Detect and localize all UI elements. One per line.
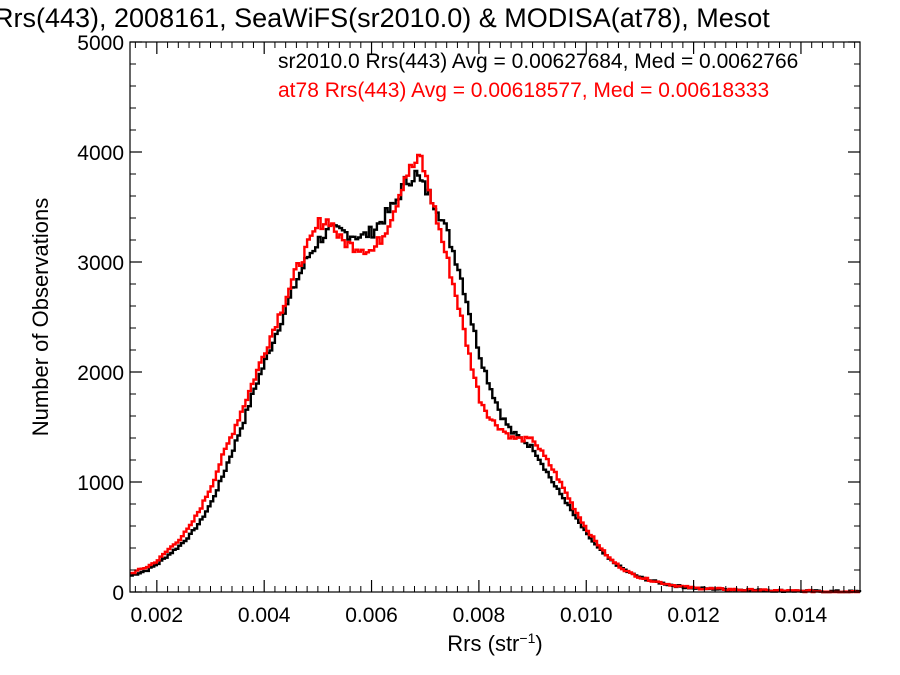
x-tick-label: 0.004 bbox=[238, 604, 291, 627]
y-axis-label: Number of Observations bbox=[28, 198, 53, 436]
plot-frame bbox=[129, 41, 861, 593]
chart-title: Rrs(443), 2008161, SeaWiFS(sr2010.0) & M… bbox=[0, 3, 770, 33]
y-tick-label: 3000 bbox=[77, 252, 124, 275]
x-tick-label: 0.002 bbox=[131, 604, 184, 627]
x-tick-label: 0.006 bbox=[345, 604, 398, 627]
y-tick-label: 1000 bbox=[77, 472, 124, 495]
series-line-0 bbox=[130, 169, 862, 594]
x-tick-label: 0.012 bbox=[667, 604, 720, 627]
x-axis-label-superscript: −1 bbox=[519, 630, 535, 646]
y-tick-label: 5000 bbox=[77, 32, 124, 55]
y-tick-label: 4000 bbox=[77, 142, 124, 165]
x-tick-label: 0.014 bbox=[775, 604, 828, 627]
legend-entry-sr2010: sr2010.0 Rrs(443) Avg = 0.00627684, Med … bbox=[278, 50, 798, 73]
x-axis-label: Rrs (str−1) bbox=[447, 630, 542, 656]
y-tick-label: 2000 bbox=[77, 362, 124, 385]
x-tick-label: 0.008 bbox=[453, 604, 506, 627]
legend: sr2010.0 Rrs(443) Avg = 0.00627684, Med … bbox=[278, 50, 798, 102]
y-tick-label: 0 bbox=[112, 582, 124, 605]
legend-entry-at78: at78 Rrs(443) Avg = 0.00618577, Med = 0.… bbox=[278, 79, 769, 102]
plot-area: 0.002 0.004 0.006 0.008 0.010 0.012 0.014 0 1000… bbox=[77, 32, 862, 627]
x-tick-label: 0.010 bbox=[560, 604, 613, 627]
series-line-1 bbox=[130, 153, 860, 594]
